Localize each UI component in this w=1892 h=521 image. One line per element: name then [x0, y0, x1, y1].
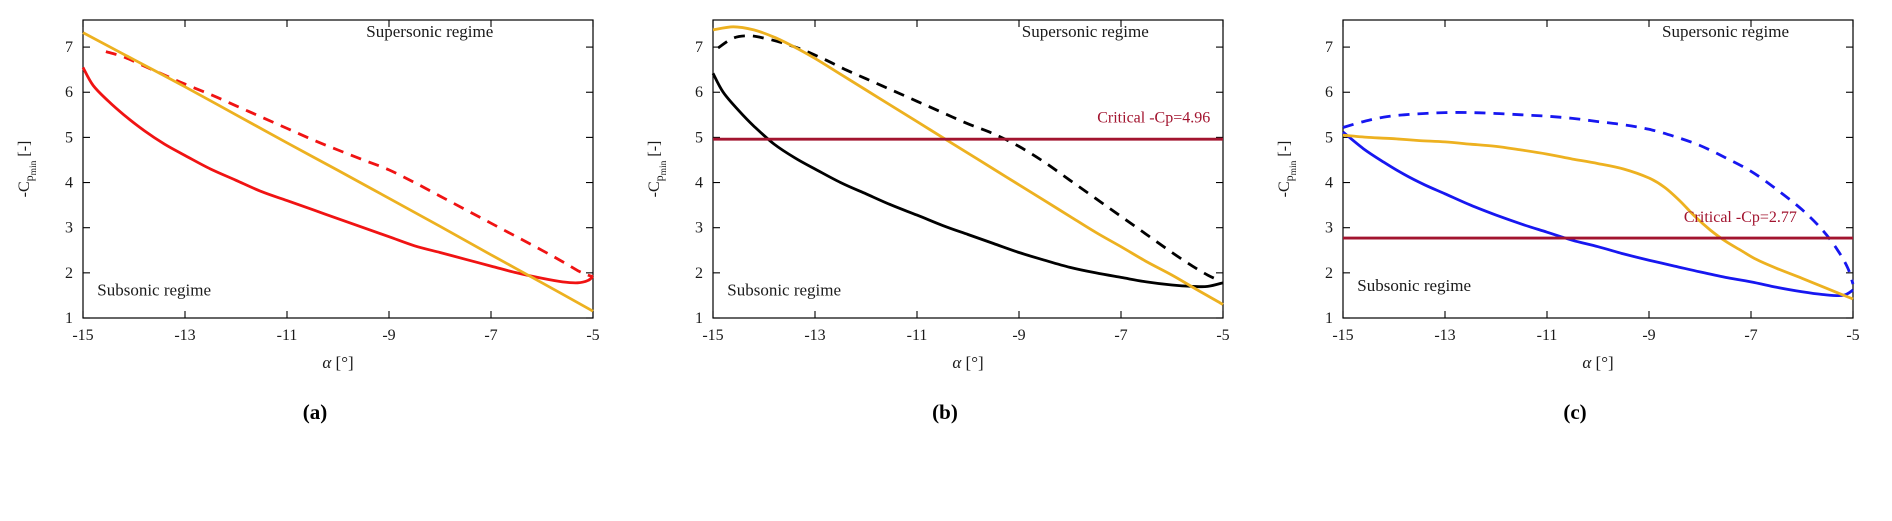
y-tick-label: 5 [695, 129, 703, 146]
x-tick-label: -7 [484, 327, 497, 344]
chart-c: -15 -13 -11 -9 -7 -5 1 2 3 4 5 6 7 -Cpmin [-] α [°] Cri… [1269, 6, 1881, 384]
series-lower-branch-solid [1342, 130, 1854, 298]
y-tick-label: 3 [65, 220, 73, 237]
x-tick-label: -9 [1642, 327, 1655, 344]
chart-svg-a: -15 -13 -11 -9 -7 -5 1 2 3 4 5 6 7 -Cpmin [-] α [°] Sup… [16, 19, 600, 372]
x-tick-label: -15 [72, 327, 93, 344]
x-tick-label: -5 [586, 327, 599, 344]
y-tick-label: 6 [1325, 84, 1333, 101]
y-tick-label: 1 [65, 310, 73, 327]
y-axis-label: -Cpmin [-] [646, 141, 669, 198]
chart-svg-b: -15 -13 -11 -9 -7 -5 1 2 3 4 5 6 7 -Cpmin [-] α [°] Cri… [646, 19, 1230, 372]
y-tick-label: 2 [695, 265, 703, 282]
x-tick-label: -7 [1744, 327, 1757, 344]
y-tick-label: 4 [65, 175, 73, 192]
annotation-supersonic-regime: Supersonic regime [366, 22, 493, 41]
x-tick-label: -5 [1216, 327, 1229, 344]
x-axis-label: α [°] [322, 353, 353, 372]
panel-b: -15 -13 -11 -9 -7 -5 1 2 3 4 5 6 7 -Cpmin [-] α [°] Cri… [630, 6, 1260, 425]
x-axis-label: α [°] [952, 353, 983, 372]
annotation-supersonic-regime: Supersonic regime [1662, 22, 1789, 41]
critical-cp-label: Critical -Cp=4.96 [1097, 109, 1210, 126]
y-tick-label: 5 [1325, 129, 1333, 146]
figure: -15 -13 -11 -9 -7 -5 1 2 3 4 5 6 7 -Cpmin [-] α [°] Sup… [0, 6, 1890, 425]
y-tick-label: 6 [695, 84, 703, 101]
x-tick-label: -15 [702, 327, 723, 344]
y-tick-label: 2 [65, 265, 73, 282]
panel-a: -15 -13 -11 -9 -7 -5 1 2 3 4 5 6 7 -Cpmin [-] α [°] Sup… [0, 6, 630, 425]
panel-c: -15 -13 -11 -9 -7 -5 1 2 3 4 5 6 7 -Cpmin [-] α [°] Cri… [1260, 6, 1890, 425]
caption-a: (a) [302, 400, 328, 424]
y-tick-label: 2 [1325, 265, 1333, 282]
series-upper-branch-dashed [105, 50, 594, 278]
axes-box [82, 19, 594, 319]
y-tick-label: 6 [65, 84, 73, 101]
y-tick-label: 7 [695, 39, 703, 56]
y-tick-label: 5 [65, 129, 73, 146]
x-tick-label: -15 [1332, 327, 1353, 344]
x-axis-label: α [°] [1582, 353, 1613, 372]
annotation-supersonic-regime: Supersonic regime [1022, 22, 1149, 41]
annotation-subsonic-regime: Subsonic regime [1357, 276, 1471, 295]
y-tick-label: 1 [695, 310, 703, 327]
x-tick-label: -9 [382, 327, 395, 344]
x-tick-label: -9 [1012, 327, 1025, 344]
chart-a: -15 -13 -11 -9 -7 -5 1 2 3 4 5 6 7 -Cpmin [-] α [°] Sup… [9, 6, 621, 384]
x-tick-label: -13 [174, 327, 195, 344]
y-tick-label: 4 [695, 175, 703, 192]
series-upper-branch-dashed [1342, 111, 1855, 285]
axes-box [1342, 19, 1854, 319]
annotation-subsonic-regime: Subsonic regime [727, 280, 841, 299]
series-lower-branch-solid [81, 66, 594, 285]
annotation-subsonic-regime: Subsonic regime [97, 280, 211, 299]
caption-b: (b) [932, 400, 958, 424]
series-reference-line [712, 25, 1224, 306]
series-upper-branch-dashed [717, 34, 1222, 283]
caption-c: (c) [1563, 400, 1587, 424]
x-tick-label: -11 [277, 327, 298, 344]
y-tick-label: 7 [1325, 39, 1333, 56]
x-tick-label: -13 [804, 327, 825, 344]
x-tick-label: -11 [1537, 327, 1558, 344]
y-tick-label: 4 [1325, 175, 1333, 192]
y-tick-label: 3 [695, 220, 703, 237]
x-tick-label: -13 [1434, 327, 1455, 344]
series-lower-branch-solid [711, 72, 1224, 289]
x-tick-label: -11 [907, 327, 928, 344]
y-tick-label: 3 [1325, 220, 1333, 237]
axes-box [712, 19, 1224, 319]
series-reference-line [1342, 133, 1854, 301]
critical-cp-label: Critical -Cp=2.77 [1684, 209, 1797, 226]
y-axis-label: -Cpmin [-] [1276, 141, 1299, 198]
series-reference-line [82, 31, 594, 313]
x-tick-label: -5 [1846, 327, 1859, 344]
y-axis-label: -Cpmin [-] [16, 141, 39, 198]
y-tick-label: 1 [1325, 310, 1333, 327]
chart-svg-c: -15 -13 -11 -9 -7 -5 1 2 3 4 5 6 7 -Cpmin [-] α [°] Cri… [1276, 19, 1860, 372]
y-tick-label: 7 [65, 39, 73, 56]
x-tick-label: -7 [1114, 327, 1127, 344]
chart-b: -15 -13 -11 -9 -7 -5 1 2 3 4 5 6 7 -Cpmin [-] α [°] Cri… [639, 6, 1251, 384]
